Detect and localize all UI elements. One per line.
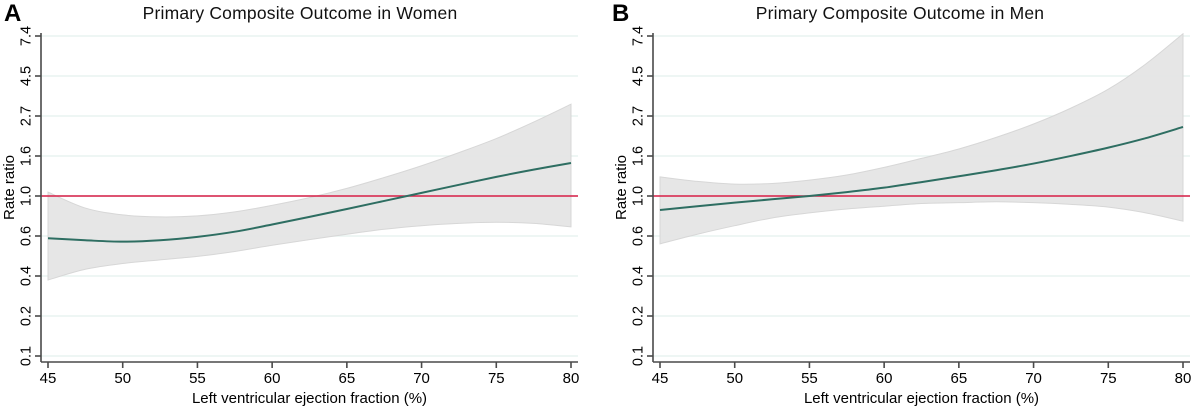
panel-men: B Primary Composite Outcome in Men 7.4 4.… (600, 0, 1200, 417)
chart-women: 7.4 4.5 2.7 1.6 1.0 0.6 0.4 0.2 0.1 45 50 55 60 65 70 7… (1, 26, 580, 407)
y-tick-label: 4.5 (631, 66, 647, 86)
panel-letter-b: B (612, 0, 630, 27)
panel-women: A Primary Composite Outcome in Women 7.4… (1, 0, 580, 408)
y-tick-label: 0.1 (19, 346, 35, 366)
x-tick-label: 55 (189, 370, 206, 387)
y-tick-label: 7.4 (19, 26, 35, 46)
y-tick-label: 2.7 (631, 106, 647, 126)
y-tick-label: 0.2 (631, 306, 647, 326)
x-tick-label: 80 (1175, 370, 1192, 387)
y-tick-label: 1.6 (631, 146, 647, 166)
x-tick-label: 60 (876, 370, 893, 387)
y-tick-label: 1.0 (19, 186, 35, 206)
fit-line (659, 126, 1184, 211)
x-tick-label: 75 (1100, 370, 1117, 387)
x-tick-label: 45 (40, 370, 57, 387)
x-tick-label: 60 (264, 370, 281, 387)
y-tick-label: 1.0 (631, 186, 647, 206)
panel-letter-a: A (4, 0, 22, 27)
x-tick-label: 80 (563, 370, 580, 387)
y-tick-label: 1.6 (19, 146, 35, 166)
ci-band (659, 33, 1184, 245)
y-axis-title: Rate ratio (613, 155, 630, 220)
y-tick-label: 0.2 (19, 306, 35, 326)
y-tick-label: 0.4 (631, 266, 647, 286)
x-axis-title: Left ventricular ejection fraction (%) (804, 390, 1039, 407)
x-tick-label: 70 (1025, 370, 1042, 387)
x-tick-label: 65 (951, 370, 968, 387)
y-tick-label: 0.1 (631, 346, 647, 366)
chart-men: 7.4 4.5 2.7 1.6 1.0 0.6 0.4 0.2 0.1 45 50 55 60 65 70 7… (613, 26, 1192, 407)
y-tick-label: 0.4 (19, 266, 35, 286)
panel-title-men: Primary Composite Outcome in Men (755, 3, 1045, 23)
panel-title-women: Primary Composite Outcome in Women (142, 3, 458, 23)
x-axis-title: Left ventricular ejection fraction (%) (192, 390, 427, 407)
y-tick-label: 0.6 (631, 226, 647, 246)
y-tick-label: 7.4 (631, 26, 647, 46)
x-tick-label: 50 (726, 370, 743, 387)
x-tick-label: 55 (801, 370, 818, 387)
y-tick-label: 4.5 (19, 66, 35, 86)
y-tick-label: 0.6 (19, 226, 35, 246)
ci-band (47, 103, 572, 281)
y-axis-title: Rate ratio (1, 155, 18, 220)
x-tick-label: 70 (413, 370, 430, 387)
x-tick-label: 50 (114, 370, 131, 387)
x-tick-label: 45 (652, 370, 669, 387)
x-tick-label: 75 (488, 370, 505, 387)
x-tick-label: 65 (339, 370, 356, 387)
y-tick-label: 2.7 (19, 106, 35, 126)
fit-line (47, 162, 572, 243)
